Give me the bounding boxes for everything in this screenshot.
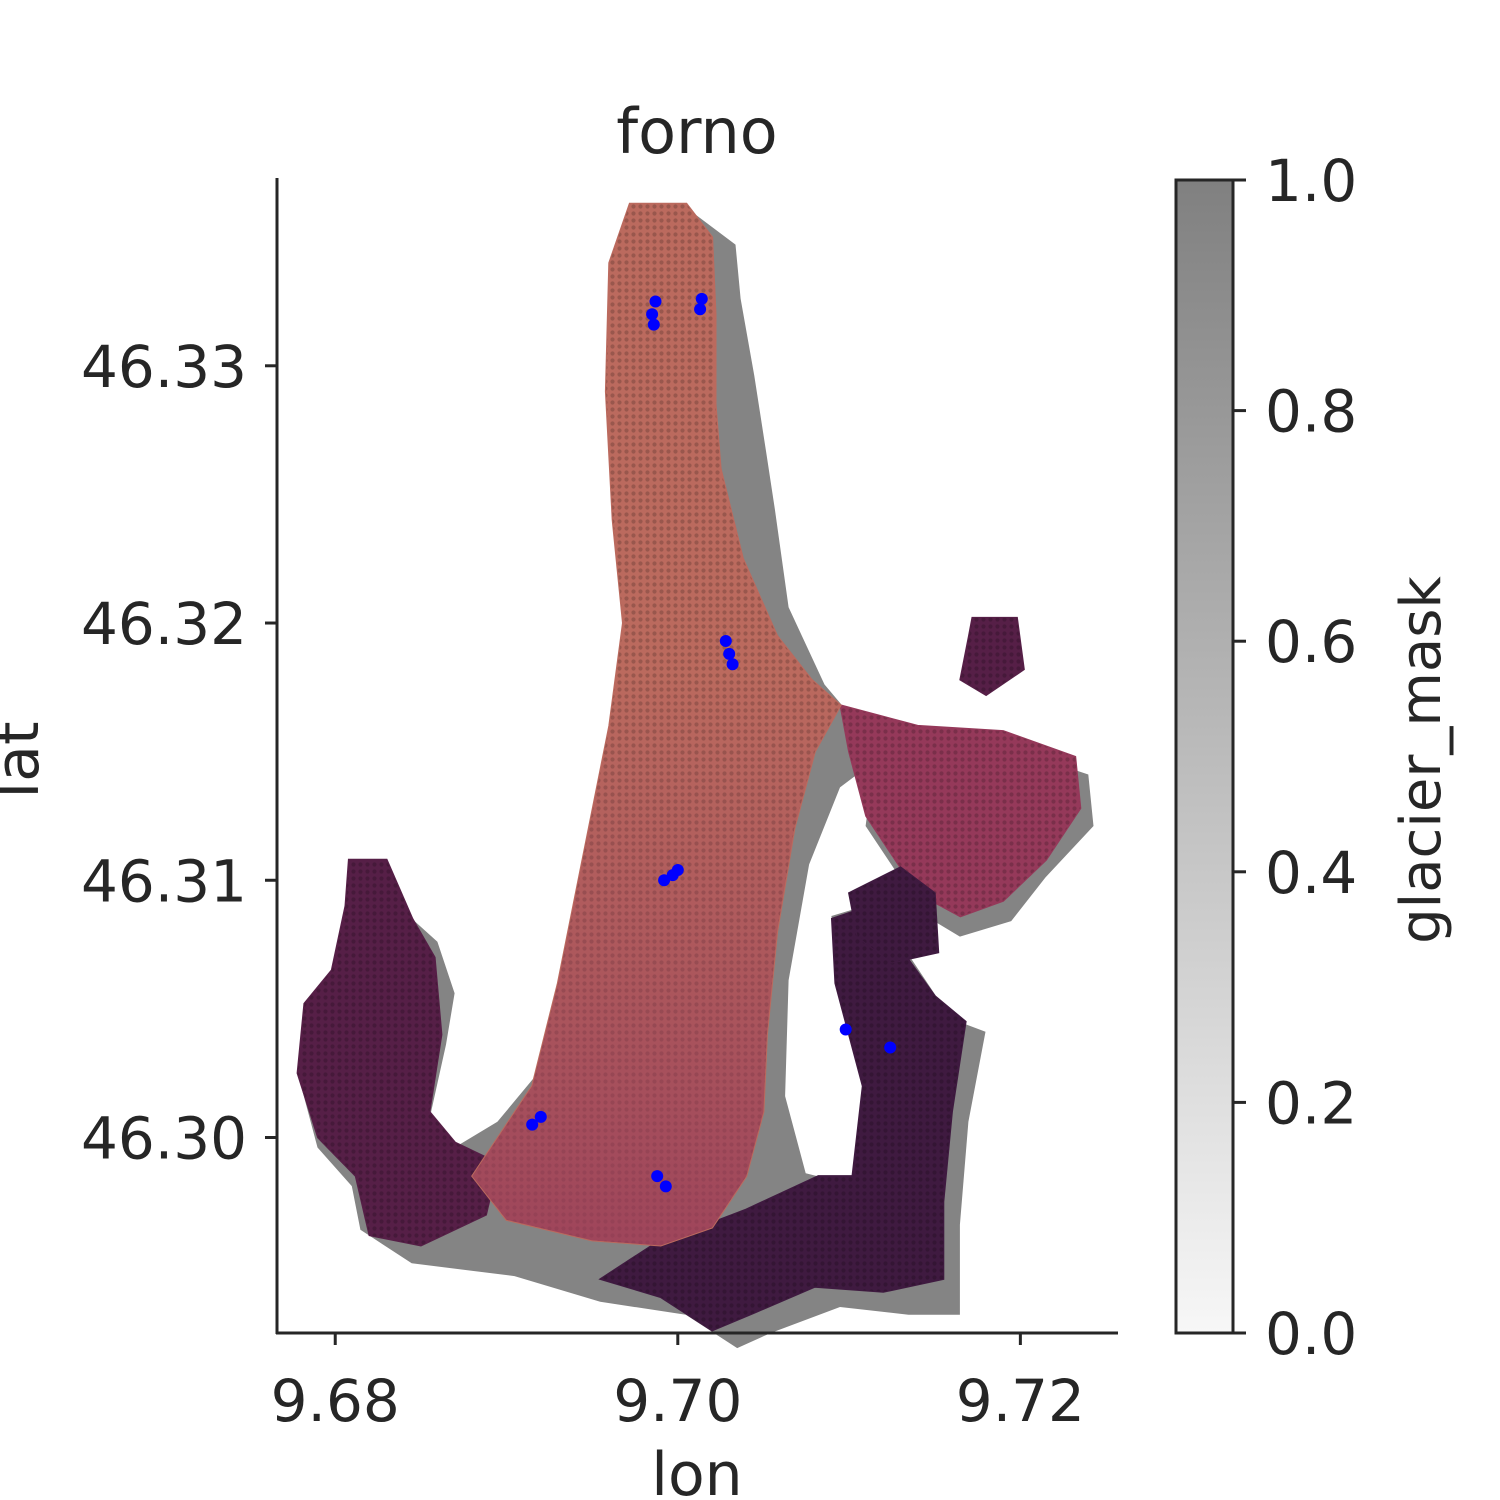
y-ticks: 46.30 46.31 46.32 46.33 bbox=[81, 333, 277, 1172]
east-lobe-points-texture bbox=[840, 705, 1081, 917]
colorbar-gradient bbox=[1174, 178, 1235, 1335]
x-tick-label: 9.68 bbox=[271, 1367, 400, 1435]
stake-point bbox=[671, 864, 684, 876]
stake-point bbox=[723, 647, 736, 660]
colorbar-tick-label: 0.2 bbox=[1265, 1069, 1357, 1137]
chart-title: forno bbox=[616, 95, 777, 168]
y-tick-label: 46.33 bbox=[81, 333, 247, 401]
y-tick-label: 46.31 bbox=[81, 847, 247, 915]
colorbar-ticks: 0.0 0.2 0.4 0.6 0.8 1.0 bbox=[1233, 147, 1357, 1368]
stake-point bbox=[726, 658, 739, 671]
west-lobe-points-texture bbox=[297, 859, 498, 1246]
x-axis-label: lon bbox=[651, 1440, 742, 1500]
inner-islet-points-texture bbox=[849, 867, 939, 963]
y-tick-label: 46.32 bbox=[81, 590, 247, 658]
east-islet-points-texture bbox=[960, 617, 1024, 695]
stake-point bbox=[839, 1023, 852, 1036]
stake-point bbox=[646, 308, 659, 321]
stake-point bbox=[659, 1180, 672, 1193]
stake-point bbox=[649, 295, 662, 308]
colorbar-tick-label: 0.6 bbox=[1265, 608, 1357, 676]
stake-point bbox=[694, 303, 707, 316]
colorbar: 0.0 0.2 0.4 0.6 0.8 1.0 glacier_mask bbox=[1174, 147, 1454, 1368]
stake-point bbox=[647, 318, 660, 331]
colorbar-tick-label: 0.8 bbox=[1265, 378, 1357, 446]
colorbar-tick-label: 1.0 bbox=[1265, 147, 1357, 215]
stake-point bbox=[719, 635, 732, 647]
stake-point bbox=[526, 1118, 539, 1131]
stake-point bbox=[884, 1041, 897, 1054]
stake-point bbox=[534, 1110, 547, 1123]
colorbar-label: glacier_mask bbox=[1389, 576, 1454, 944]
stake-point bbox=[695, 292, 708, 305]
y-tick-label: 46.30 bbox=[81, 1104, 247, 1172]
x-tick-label: 9.70 bbox=[613, 1367, 742, 1435]
stake-point bbox=[651, 1170, 664, 1183]
colorbar-tick-label: 0.4 bbox=[1265, 839, 1357, 907]
main-tongue-shading bbox=[472, 203, 841, 1246]
axes bbox=[275, 178, 1118, 1335]
plot-area bbox=[296, 202, 1094, 1349]
stake-point bbox=[658, 874, 671, 887]
x-tick-label: 9.72 bbox=[956, 1367, 1085, 1435]
colorbar-tick-label: 0.0 bbox=[1265, 1300, 1357, 1368]
south-lobe-points-texture bbox=[600, 906, 966, 1331]
x-ticks: 9.68 9.70 9.72 bbox=[271, 1333, 1085, 1435]
y-axis-label: lat bbox=[0, 722, 53, 799]
